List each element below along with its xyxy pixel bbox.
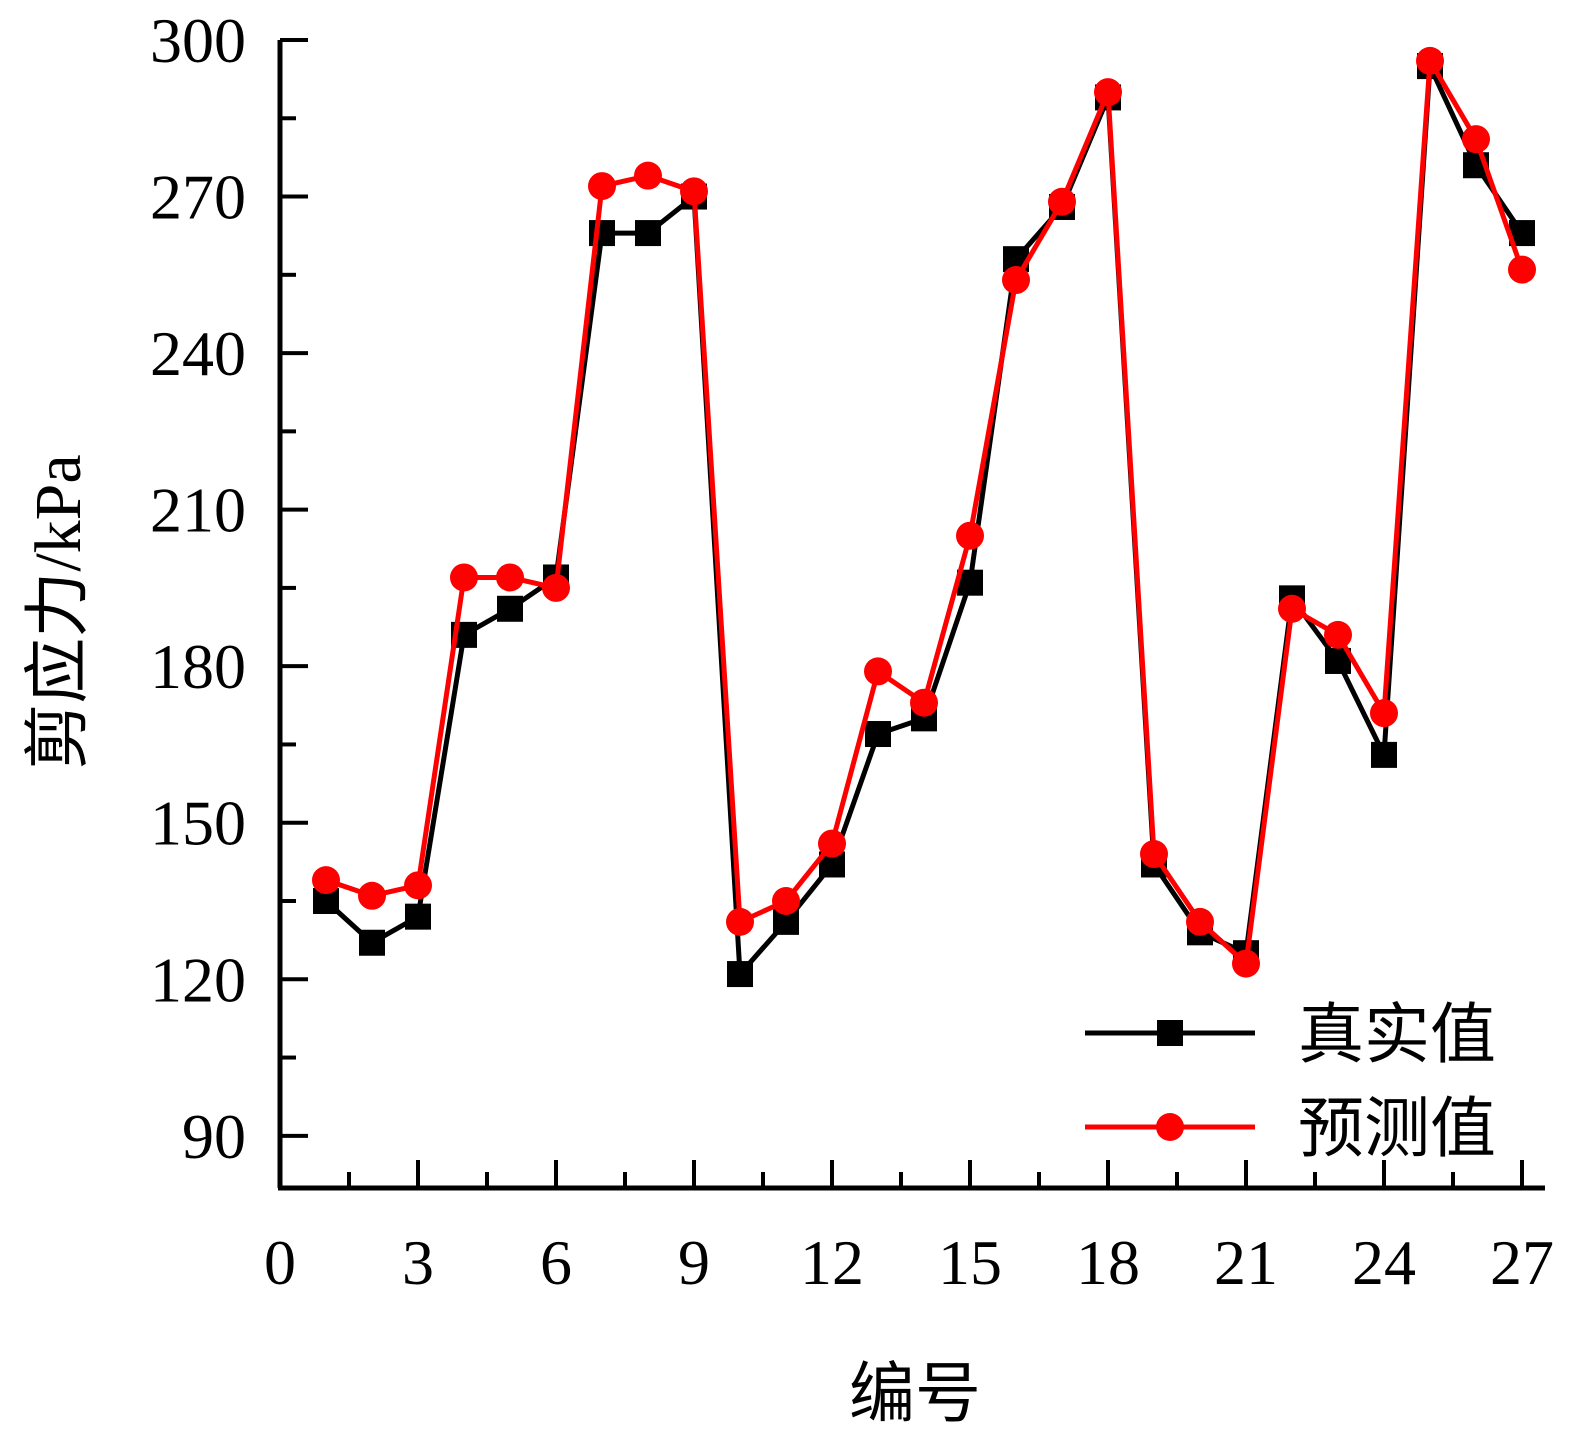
x-axis-title: 编号 (849, 1358, 981, 1431)
data-point-circle (1462, 125, 1490, 154)
axes: 90 120 150 180 210 240 270 300 0 3 6 9 12 15 18 21 24 27 (150, 5, 1554, 1298)
y-axis-title: 剪应力/kPa (22, 454, 95, 769)
legend-item-1: 真实值 (1085, 999, 1496, 1072)
series-1 (313, 53, 1535, 988)
series-line (325, 58, 1525, 967)
x-tick-label: 27 (1490, 1227, 1554, 1298)
y-tick-label: 150 (150, 788, 246, 859)
y-tick-label: 210 (150, 475, 246, 546)
x-tick-label: 12 (800, 1227, 864, 1298)
y-tick-label: 120 (150, 944, 246, 1015)
y-tick-label: 270 (150, 162, 246, 233)
y-tick-label: 300 (150, 5, 246, 76)
data-point-square (497, 595, 523, 622)
data-point-circle (1508, 255, 1536, 284)
data-point-circle (818, 829, 846, 858)
data-point-circle (726, 907, 754, 936)
series-2 (312, 46, 1536, 978)
data-point-circle (1186, 907, 1214, 936)
data-point-square (727, 961, 753, 988)
y-tick-label: 90 (182, 1101, 246, 1172)
y-tick-label: 240 (150, 318, 246, 389)
data-point-circle (1324, 620, 1352, 649)
data-point-square (1371, 741, 1397, 768)
legend-label: 预测值 (1298, 1093, 1496, 1166)
legend-item-2: 预测值 (1085, 1093, 1496, 1166)
data-point-circle (404, 871, 432, 900)
data-point-circle (450, 563, 478, 592)
data-point-circle (496, 563, 524, 592)
data-point-circle (1416, 46, 1444, 75)
series-layer (312, 46, 1536, 988)
legend-marker-square (1157, 1020, 1183, 1046)
data-point-circle (910, 688, 938, 717)
data-point-circle (358, 881, 386, 910)
x-tick-label: 3 (402, 1227, 434, 1298)
x-tick-label: 21 (1214, 1227, 1278, 1298)
x-tick-label: 24 (1352, 1227, 1416, 1298)
data-point-square (405, 903, 431, 930)
data-point-circle (1094, 78, 1122, 107)
x-tick-label: 9 (678, 1227, 710, 1298)
x-tick-label: 15 (938, 1227, 1002, 1298)
data-point-circle (680, 177, 708, 206)
x-tick-label: 18 (1076, 1227, 1140, 1298)
data-point-circle (1278, 594, 1306, 623)
data-point-circle (588, 172, 616, 201)
data-point-circle (542, 573, 570, 602)
data-point-circle (864, 657, 892, 686)
data-point-square (865, 721, 891, 748)
y-tick-label: 180 (150, 631, 246, 702)
x-tick-label: 6 (540, 1227, 572, 1298)
data-point-circle (1232, 949, 1260, 978)
legend-label: 真实值 (1298, 999, 1496, 1072)
x-tick-label: 0 (264, 1227, 296, 1298)
data-point-circle (956, 521, 984, 550)
data-point-circle (772, 887, 800, 915)
data-point-circle (1140, 840, 1168, 869)
data-point-circle (1048, 187, 1076, 216)
data-point-circle (1370, 699, 1398, 728)
data-point-circle (1002, 266, 1030, 295)
data-point-circle (312, 866, 340, 895)
data-point-circle (634, 161, 662, 190)
data-point-square (635, 220, 661, 247)
data-point-square (359, 929, 385, 956)
legend-marker-circle (1156, 1113, 1184, 1141)
data-point-square (589, 220, 615, 247)
series-line (324, 63, 1525, 977)
